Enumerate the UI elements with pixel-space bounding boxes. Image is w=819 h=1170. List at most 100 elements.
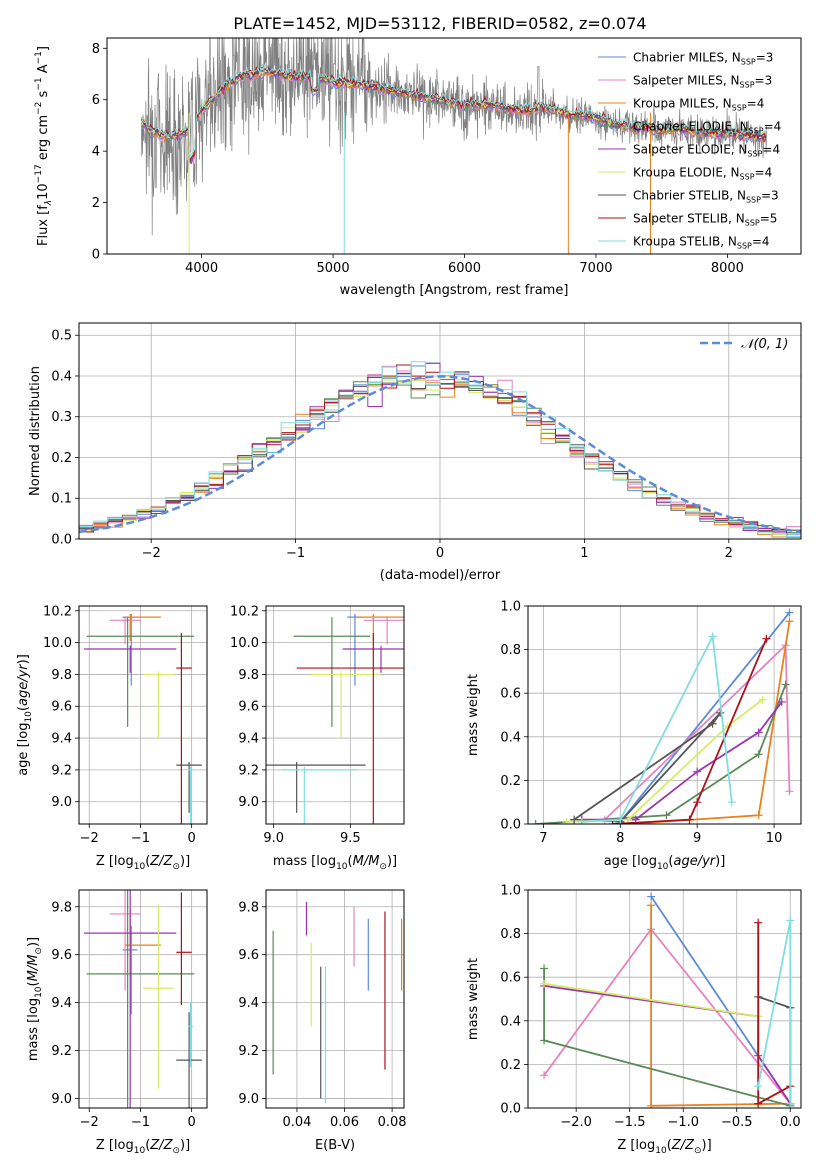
x-tick-label: 0.04 [282, 1115, 311, 1130]
label-part: M/M [26, 955, 41, 982]
mass-weight-marker [754, 728, 763, 737]
y-tick-label: 9.6 [238, 948, 259, 963]
mass-weight-marker [754, 811, 763, 820]
x-tick-label: −2 [80, 1115, 99, 1130]
label-part: )] [715, 854, 725, 869]
y-tick-label: 0.6 [500, 971, 521, 986]
mass-weight-marker [616, 815, 625, 824]
y-tick-label: 0.4 [500, 1014, 521, 1029]
mass-weight-marker [786, 916, 795, 925]
legend-entry: Kroupa ELODIE, NSSP=4 [633, 166, 772, 182]
y-tick-label: 9.8 [238, 668, 259, 683]
model-spectrum-line [140, 68, 767, 158]
y-tick-label: 0.1 [51, 492, 72, 507]
axes-frame [78, 889, 208, 1109]
mass-weight-line [612, 638, 768, 824]
x-axis-label: age [log10(age/yr)] [604, 854, 726, 872]
x-tick-label: 7000 [579, 261, 612, 276]
label-part: 10 [655, 1146, 667, 1156]
label-part: age [log [604, 854, 657, 869]
y-tick-label: 0.4 [500, 730, 521, 745]
mass-weight-marker [754, 1082, 763, 1091]
mass-weight-marker [708, 719, 717, 728]
legend-entry: Kroupa MILES, NSSP=4 [633, 97, 764, 113]
label-part: Kroupa MILES, N [633, 97, 732, 111]
mass-weight-marker [540, 1071, 549, 1080]
y-tick-label: 9.4 [51, 996, 72, 1011]
y-tick-label: 0.0 [51, 533, 72, 548]
axes-frame [527, 889, 802, 1109]
mass-weight-marker [608, 820, 617, 824]
label-part: =4 [752, 235, 770, 249]
spectrum-panel: 4000 5000 6000 7000 8000 0 2 4 6 8 wavelength [Ang… [34, 37, 802, 298]
label-part: SSP [740, 173, 755, 182]
model-spectrum-line [140, 63, 767, 160]
y-tick-label: 1.0 [500, 600, 521, 615]
mass-weight-line [581, 633, 733, 823]
x-tick-label: −2.0 [560, 1115, 592, 1130]
label-part: ⊙ [34, 947, 44, 955]
y-tick-label: 9.6 [51, 948, 72, 963]
x-axis-label: Z [log10(Z/Z⊙)] [96, 1138, 190, 1156]
y-axis-label: mass [log10(M/M⊙)] [26, 937, 44, 1061]
x-axis-label: Z [log10(Z/Z⊙)] [617, 1138, 711, 1156]
label-part: ( [145, 1138, 150, 1153]
label-part: ] [36, 46, 51, 51]
label-part: M/M [353, 854, 380, 869]
label-part: Salpeter ELODIE, N [633, 143, 747, 157]
x-tick-label: 8000 [711, 261, 744, 276]
x-tick-label: 6000 [448, 261, 481, 276]
y-tick-label: 0.8 [500, 927, 521, 942]
plot-area [266, 613, 404, 824]
y-tick-label: 0.5 [51, 329, 72, 344]
y-tick-label: 9.4 [51, 732, 72, 747]
label-part: Z [log [96, 1138, 134, 1153]
label-part: SSP [746, 196, 761, 205]
y-tick-label: 9.2 [238, 1044, 259, 1059]
label-part: SSP [737, 242, 752, 251]
label-part: mass [log [273, 854, 336, 869]
label-part: Z [log [96, 854, 134, 869]
y-axis-label: age [log10(age/yr)] [16, 654, 34, 776]
mass-weight-marker [777, 697, 786, 706]
label-part: 10 [34, 986, 44, 998]
axes-frame [265, 605, 405, 825]
label-part: =4 [764, 120, 782, 134]
normal-curve-line [79, 375, 801, 534]
axes-frame [527, 605, 802, 825]
x-axis-label: (data-model)/error [380, 568, 501, 583]
x-axis-label: Z [log10(Z/Z⊙)] [96, 854, 190, 872]
label-part: 10 [134, 862, 146, 872]
y-axis-label: mass weight [466, 674, 481, 756]
label-part: A [36, 64, 51, 77]
x-tick-label: 9.5 [340, 831, 361, 846]
x-tick-label: 1 [580, 546, 588, 561]
mass-weight-marker [754, 750, 763, 759]
mass-weight-marker [540, 964, 549, 973]
mass-weight-marker [540, 979, 549, 988]
label-part: SSP [745, 219, 760, 228]
label-part: age/yr [16, 663, 31, 706]
x-tick-label: 0 [436, 546, 444, 561]
label-part: SSP [732, 104, 747, 113]
label-part: 10 [24, 711, 34, 723]
label-part: )] [702, 1138, 712, 1153]
label-part: Salpeter STELIB, N [633, 212, 745, 226]
y-tick-label: 4 [92, 145, 100, 160]
plot-area [140, 38, 767, 254]
legend-entry: Salpeter STELIB, NSSP=5 [633, 212, 777, 228]
x-tick-label: 10 [766, 831, 783, 846]
mass-weight-marker [647, 1101, 656, 1108]
label-part: −1 [34, 77, 44, 90]
label-part: ( [145, 854, 150, 869]
mass-weight-marker [531, 820, 540, 824]
y-tick-label: 0.6 [500, 687, 521, 702]
y-tick-label: 1.0 [500, 884, 521, 899]
label-part: erg cm [36, 115, 51, 164]
mass-weight-marker [708, 632, 717, 641]
y-axis-label: mass weight [466, 958, 481, 1040]
label-part: age [log [16, 723, 31, 776]
legend-entry: Salpeter MILES, NSSP=3 [633, 74, 772, 90]
y-tick-label: 0.3 [51, 410, 72, 425]
label-part: 10 [134, 1146, 146, 1156]
